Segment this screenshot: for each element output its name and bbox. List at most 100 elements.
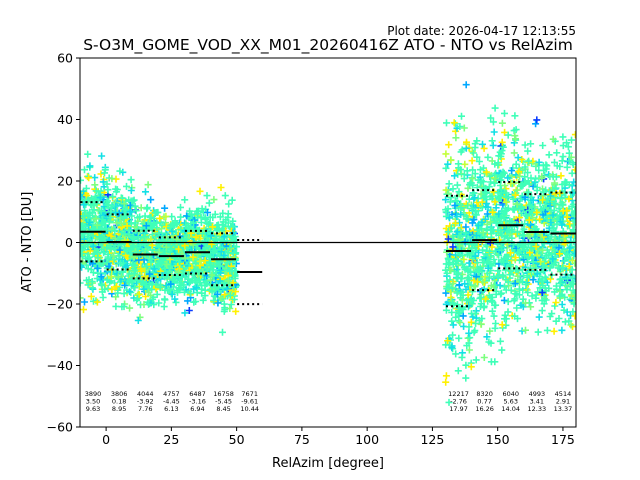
scatter-point xyxy=(462,223,470,231)
scatter-point xyxy=(570,221,576,229)
scatter-point xyxy=(123,182,130,190)
scatter-point xyxy=(501,128,509,136)
scatter-point xyxy=(80,250,85,258)
scatter-point xyxy=(182,222,190,230)
scatter-point xyxy=(207,276,215,284)
scatter-point xyxy=(476,264,484,272)
scatter-point xyxy=(494,273,502,281)
scatter-point xyxy=(539,142,547,149)
scatter-point xyxy=(491,301,499,309)
scatter-point xyxy=(478,268,486,276)
scatter-point xyxy=(447,156,455,164)
scatter-point xyxy=(472,319,480,327)
scatter-points xyxy=(80,81,576,406)
scatter-point xyxy=(465,329,473,337)
scatter-point xyxy=(442,196,450,204)
scatter-point xyxy=(146,270,154,278)
scatter-point xyxy=(106,213,114,221)
scatter-point xyxy=(113,283,121,290)
scatter-point xyxy=(94,254,102,262)
scatter-point xyxy=(104,201,112,209)
scatter-point xyxy=(173,236,181,243)
scatter-point xyxy=(133,295,141,302)
scatter-point xyxy=(553,149,561,157)
scatter-point xyxy=(455,334,463,342)
scatter-point xyxy=(456,226,464,234)
scatter-point xyxy=(458,112,465,120)
scatter-point xyxy=(186,207,194,215)
scatter-point xyxy=(214,299,222,307)
scatter-point xyxy=(93,221,101,229)
scatter-point xyxy=(464,274,472,282)
scatter-point xyxy=(192,298,200,305)
scatter-point xyxy=(482,295,489,303)
scatter-point xyxy=(116,167,124,175)
scatter-point xyxy=(462,374,470,382)
scatter-point xyxy=(451,202,459,210)
scatter-point xyxy=(457,204,465,212)
scatter-point xyxy=(140,256,148,264)
scatter-point xyxy=(508,218,516,225)
scatter-point xyxy=(177,203,184,211)
scatter-point xyxy=(504,174,512,182)
scatter-point xyxy=(216,243,224,251)
scatter-point xyxy=(199,296,207,304)
scatter-point xyxy=(445,283,453,291)
scatter-point xyxy=(213,239,221,247)
scatter-point xyxy=(500,210,508,218)
scatter-point xyxy=(477,320,485,328)
scatter-point xyxy=(506,249,514,257)
scatter-point xyxy=(442,378,450,386)
scatter-point xyxy=(471,144,479,152)
scatter-point xyxy=(511,112,519,120)
scatter-point xyxy=(114,273,122,281)
scatter-point xyxy=(157,257,165,265)
scatter-point xyxy=(500,296,508,304)
scatter-point xyxy=(125,226,133,234)
scatter-point xyxy=(502,198,510,206)
scatter-point xyxy=(515,204,523,212)
scatter-point xyxy=(469,166,477,174)
scatter-point xyxy=(444,228,452,236)
scatter-point xyxy=(449,280,457,287)
scatter-point xyxy=(455,188,463,196)
scatter-point xyxy=(220,300,228,308)
scatter-point xyxy=(527,303,535,311)
scatter-point xyxy=(469,264,477,272)
scatter-point xyxy=(511,312,519,320)
scatter-point xyxy=(209,263,217,270)
scatter-point xyxy=(203,265,211,273)
scatter-point xyxy=(482,189,490,197)
scatter-point xyxy=(506,271,514,279)
scatter-point xyxy=(135,226,142,234)
scatter-point xyxy=(140,285,148,293)
scatter-point xyxy=(196,187,204,195)
scatter-point xyxy=(498,147,506,155)
scatter-point xyxy=(232,288,239,296)
scatter-point xyxy=(198,289,206,297)
scatter-point xyxy=(155,248,163,256)
scatter-point xyxy=(228,222,236,230)
bin-std-label: 6.94 xyxy=(190,405,204,413)
scatter-point xyxy=(461,280,469,288)
scatter-point xyxy=(90,250,98,258)
scatter-point xyxy=(162,212,170,220)
scatter-point xyxy=(480,304,488,312)
scatter-point xyxy=(130,235,138,243)
scatter-point xyxy=(473,278,481,286)
scatter-point xyxy=(534,328,542,336)
scatter-point xyxy=(481,273,489,281)
scatter-point xyxy=(443,248,451,256)
scatter-point xyxy=(463,342,471,350)
scatter-point xyxy=(155,262,163,270)
scatter-point xyxy=(168,245,176,253)
scatter-point xyxy=(104,186,112,194)
scatter-point xyxy=(490,128,498,136)
scatter-point xyxy=(156,214,164,222)
scatter-point xyxy=(453,257,461,264)
scatter-point xyxy=(442,289,450,297)
scatter-point xyxy=(459,312,467,320)
scatter-point xyxy=(496,282,504,289)
scatter-point xyxy=(87,292,95,300)
